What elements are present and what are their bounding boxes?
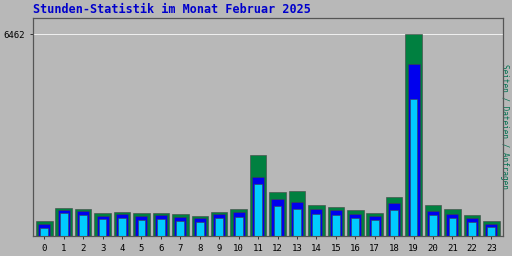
Bar bbox=[449, 218, 456, 236]
Bar bbox=[254, 184, 262, 236]
Bar bbox=[293, 209, 301, 236]
Bar bbox=[425, 205, 441, 236]
Bar bbox=[406, 34, 422, 236]
Bar bbox=[133, 214, 150, 236]
Bar bbox=[114, 211, 130, 236]
Bar bbox=[97, 216, 109, 236]
Bar bbox=[468, 222, 476, 236]
Bar bbox=[153, 212, 169, 236]
Bar bbox=[58, 210, 70, 236]
Bar bbox=[250, 155, 266, 236]
Bar bbox=[271, 199, 284, 236]
Bar bbox=[446, 214, 458, 236]
Bar bbox=[408, 65, 420, 236]
Bar bbox=[196, 222, 204, 236]
Bar bbox=[291, 202, 303, 236]
Bar bbox=[312, 214, 321, 236]
Bar bbox=[77, 211, 89, 236]
Bar bbox=[269, 192, 286, 236]
Bar bbox=[410, 99, 417, 236]
Bar bbox=[427, 211, 439, 236]
Bar bbox=[55, 208, 72, 236]
Bar bbox=[429, 215, 437, 236]
Bar bbox=[230, 209, 247, 236]
Bar bbox=[213, 214, 225, 236]
Bar bbox=[349, 214, 361, 236]
Bar bbox=[328, 207, 344, 236]
Bar bbox=[483, 221, 500, 236]
Bar bbox=[174, 217, 186, 236]
Bar bbox=[232, 212, 245, 236]
Bar bbox=[36, 221, 53, 236]
Bar bbox=[308, 205, 325, 236]
Bar bbox=[466, 218, 478, 236]
Bar bbox=[191, 216, 208, 236]
Bar bbox=[216, 218, 223, 236]
Bar bbox=[211, 211, 227, 236]
Bar bbox=[234, 217, 243, 236]
Bar bbox=[485, 224, 497, 236]
Bar bbox=[347, 210, 364, 236]
Bar bbox=[79, 215, 87, 236]
Bar bbox=[252, 177, 264, 236]
Bar bbox=[371, 220, 378, 236]
Bar bbox=[138, 220, 145, 236]
Bar bbox=[273, 206, 282, 236]
Bar bbox=[75, 209, 92, 236]
Bar bbox=[289, 191, 305, 236]
Bar bbox=[136, 216, 147, 236]
Bar bbox=[332, 215, 339, 236]
Bar bbox=[194, 218, 206, 236]
Bar bbox=[310, 209, 323, 236]
Bar bbox=[444, 209, 461, 236]
Bar bbox=[367, 212, 383, 236]
Bar bbox=[60, 214, 68, 236]
Bar bbox=[330, 210, 342, 236]
Bar bbox=[351, 218, 359, 236]
Y-axis label: Seiten / Dateien / Anfragen: Seiten / Dateien / Anfragen bbox=[500, 64, 508, 189]
Bar bbox=[40, 228, 48, 236]
Bar bbox=[390, 210, 398, 236]
Bar bbox=[388, 204, 400, 236]
Bar bbox=[157, 219, 165, 236]
Bar bbox=[487, 227, 495, 236]
Bar bbox=[118, 218, 126, 236]
Bar bbox=[94, 214, 111, 236]
Bar bbox=[155, 215, 167, 236]
Bar bbox=[172, 214, 188, 236]
Text: Stunden-Statistik im Monat Februar 2025: Stunden-Statistik im Monat Februar 2025 bbox=[33, 4, 310, 16]
Bar bbox=[177, 221, 184, 236]
Bar bbox=[99, 219, 106, 236]
Bar bbox=[369, 216, 381, 236]
Bar bbox=[386, 197, 402, 236]
Bar bbox=[38, 224, 50, 236]
Bar bbox=[463, 215, 480, 236]
Bar bbox=[116, 214, 128, 236]
